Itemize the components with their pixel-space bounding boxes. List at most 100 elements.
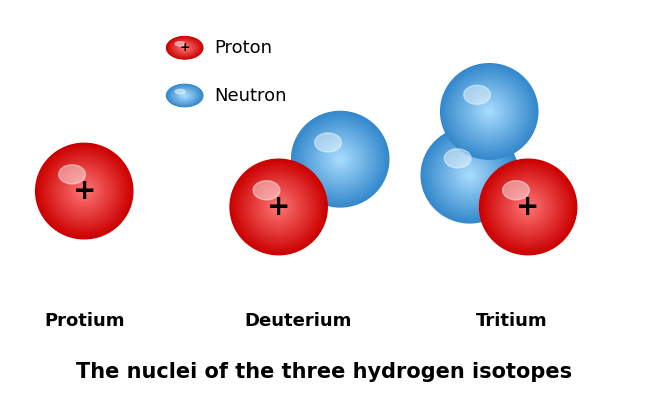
Ellipse shape: [322, 141, 358, 177]
Ellipse shape: [179, 92, 190, 99]
Ellipse shape: [487, 166, 570, 248]
Ellipse shape: [471, 94, 507, 129]
Ellipse shape: [432, 138, 507, 212]
Ellipse shape: [260, 189, 297, 225]
Ellipse shape: [76, 183, 93, 199]
Ellipse shape: [502, 181, 555, 233]
Ellipse shape: [70, 177, 98, 205]
Ellipse shape: [175, 42, 194, 54]
Ellipse shape: [173, 88, 196, 103]
Ellipse shape: [175, 90, 185, 94]
Ellipse shape: [513, 193, 543, 221]
Ellipse shape: [304, 123, 376, 195]
Ellipse shape: [181, 93, 189, 98]
Ellipse shape: [485, 108, 493, 115]
Ellipse shape: [238, 168, 319, 246]
Ellipse shape: [293, 113, 388, 206]
Ellipse shape: [438, 144, 502, 206]
Ellipse shape: [235, 164, 322, 250]
Ellipse shape: [268, 196, 290, 218]
Ellipse shape: [51, 159, 117, 223]
Ellipse shape: [454, 160, 485, 191]
Ellipse shape: [168, 37, 202, 58]
Ellipse shape: [488, 168, 568, 246]
Ellipse shape: [65, 172, 104, 210]
Ellipse shape: [178, 92, 191, 100]
Ellipse shape: [273, 202, 284, 212]
Ellipse shape: [175, 42, 185, 46]
Ellipse shape: [176, 42, 194, 53]
Ellipse shape: [72, 179, 97, 203]
Ellipse shape: [323, 142, 357, 176]
Ellipse shape: [503, 181, 529, 200]
Ellipse shape: [242, 171, 315, 243]
Ellipse shape: [82, 189, 87, 193]
Ellipse shape: [445, 67, 534, 156]
Ellipse shape: [254, 183, 303, 231]
Ellipse shape: [41, 148, 128, 234]
Ellipse shape: [484, 107, 494, 116]
Ellipse shape: [336, 156, 344, 163]
Ellipse shape: [170, 39, 199, 57]
Ellipse shape: [272, 200, 286, 214]
Ellipse shape: [435, 140, 505, 210]
Ellipse shape: [182, 46, 187, 49]
Ellipse shape: [59, 165, 86, 184]
Ellipse shape: [445, 149, 471, 168]
Ellipse shape: [245, 174, 312, 240]
Ellipse shape: [247, 176, 310, 238]
Ellipse shape: [183, 47, 186, 49]
Ellipse shape: [181, 46, 188, 50]
Text: Tritium: Tritium: [476, 312, 548, 330]
Ellipse shape: [470, 92, 509, 131]
Ellipse shape: [428, 135, 511, 216]
Ellipse shape: [515, 194, 542, 220]
Ellipse shape: [178, 44, 191, 52]
Ellipse shape: [456, 79, 522, 144]
Ellipse shape: [266, 195, 291, 219]
Ellipse shape: [510, 189, 546, 225]
Ellipse shape: [446, 151, 494, 199]
Ellipse shape: [466, 89, 513, 134]
Ellipse shape: [80, 186, 89, 196]
Ellipse shape: [478, 101, 500, 122]
Ellipse shape: [52, 160, 116, 222]
Ellipse shape: [248, 177, 309, 237]
Ellipse shape: [179, 45, 190, 51]
Ellipse shape: [56, 164, 112, 219]
Ellipse shape: [455, 78, 524, 145]
Ellipse shape: [183, 94, 187, 97]
Ellipse shape: [481, 103, 498, 120]
Ellipse shape: [465, 170, 474, 180]
Ellipse shape: [485, 165, 571, 249]
Ellipse shape: [421, 127, 518, 223]
Ellipse shape: [445, 150, 495, 200]
Text: The nuclei of the three hydrogen isotopes: The nuclei of the three hydrogen isotope…: [76, 362, 572, 382]
Ellipse shape: [526, 205, 531, 209]
Ellipse shape: [168, 86, 201, 105]
Ellipse shape: [37, 144, 132, 238]
Ellipse shape: [474, 97, 504, 126]
Ellipse shape: [316, 135, 364, 183]
Ellipse shape: [427, 133, 513, 217]
Ellipse shape: [172, 88, 198, 103]
Ellipse shape: [170, 39, 199, 57]
Ellipse shape: [184, 95, 185, 96]
Ellipse shape: [177, 43, 192, 53]
Ellipse shape: [174, 89, 195, 102]
Ellipse shape: [518, 197, 538, 217]
Ellipse shape: [325, 144, 356, 175]
Ellipse shape: [174, 41, 195, 54]
Ellipse shape: [509, 188, 548, 226]
Ellipse shape: [477, 100, 502, 123]
Ellipse shape: [258, 187, 299, 227]
Ellipse shape: [62, 170, 106, 213]
Ellipse shape: [318, 138, 362, 181]
Ellipse shape: [167, 85, 202, 106]
Ellipse shape: [170, 87, 199, 104]
Ellipse shape: [246, 175, 312, 239]
Ellipse shape: [480, 102, 499, 121]
Ellipse shape: [168, 38, 200, 57]
Ellipse shape: [319, 139, 361, 179]
Ellipse shape: [249, 178, 308, 236]
